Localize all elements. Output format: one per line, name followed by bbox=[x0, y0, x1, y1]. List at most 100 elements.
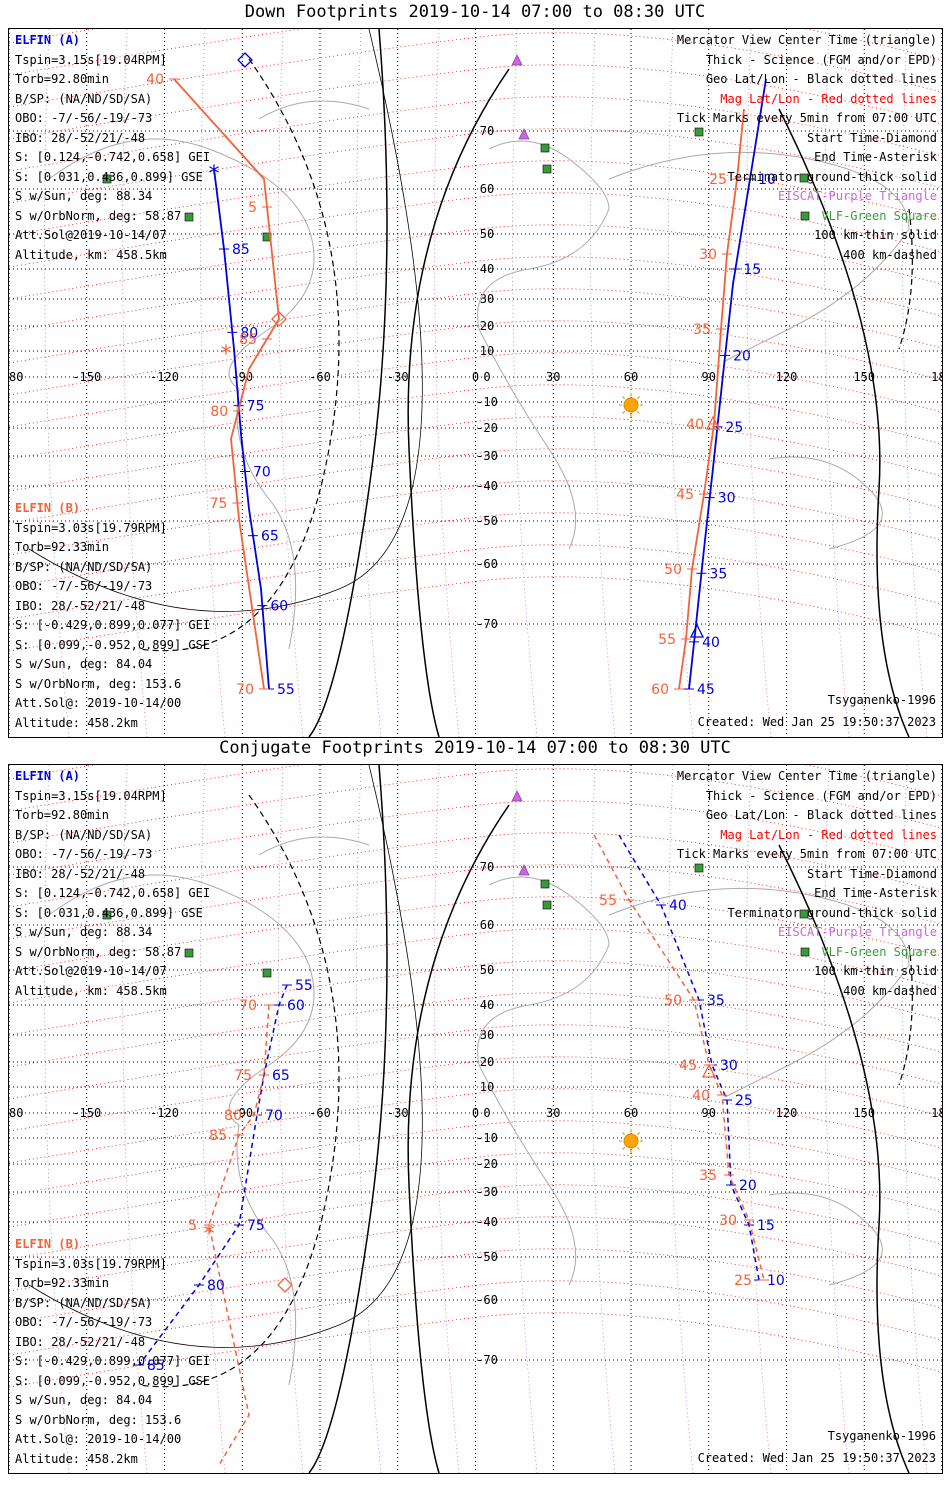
lat-tick-label: 70 bbox=[480, 124, 494, 138]
elfin-b-line: S: [0.099,-0.952,0.899] GSE bbox=[15, 637, 211, 652]
track-time-label: 85 bbox=[209, 1128, 227, 1144]
elfin-b-line: S w/Sun, deg: 84.04 bbox=[15, 657, 153, 671]
track-time-label: 55 bbox=[295, 978, 313, 994]
elfin-a-line: OBO: -7/-56/-19/-73 bbox=[15, 111, 153, 125]
lat-tick-label: 60 bbox=[480, 918, 494, 932]
lat-tick-label: -10 bbox=[476, 395, 498, 409]
elfin-a-line: Altitude, km: 458.5km bbox=[15, 983, 167, 998]
vlf-square-icon bbox=[184, 212, 194, 222]
mag-meridian bbox=[512, 29, 538, 737]
mag-meridian bbox=[434, 29, 460, 737]
lat-tick-label: 10 bbox=[480, 344, 494, 358]
elfin-b-line: S: [-0.429,0.899,0.077] GEI bbox=[15, 618, 211, 632]
vlf-square-icon bbox=[800, 211, 810, 221]
track-time-label: 25 bbox=[709, 172, 727, 188]
track-time-label: 45 bbox=[697, 682, 715, 698]
sun-icon bbox=[623, 1133, 639, 1149]
model-label: Tsyganenko-1996 bbox=[827, 693, 936, 707]
end-asterisk-icon: * bbox=[202, 1222, 215, 1247]
lat-tick-label: 0 bbox=[483, 1106, 490, 1120]
track-time-label: 70 bbox=[265, 1108, 283, 1124]
start-diamond-icon bbox=[237, 52, 253, 68]
track-time-label: 15 bbox=[757, 1218, 775, 1234]
mag-meridian bbox=[668, 765, 694, 1473]
sun-ray bbox=[637, 411, 640, 414]
sun-ray bbox=[622, 411, 625, 414]
mag-parallel bbox=[9, 480, 942, 556]
mag-parallel bbox=[9, 416, 942, 492]
elfin-a-header: ELFIN (A) bbox=[15, 33, 81, 47]
tracks-conj: 4035302520151055606570758085555045403530… bbox=[134, 834, 785, 1466]
created-label: Created: Wed Jan 25 19:50:37 2023 bbox=[697, 1451, 936, 1465]
mag-parallel bbox=[9, 576, 942, 652]
mag-parallel bbox=[9, 1056, 942, 1132]
mag-parallel bbox=[9, 960, 942, 1036]
center-triangle-icon bbox=[701, 1063, 717, 1078]
lon-tick-label: 120 bbox=[776, 1106, 798, 1120]
coastline bbox=[608, 887, 910, 1098]
eiscat-triangle-icon bbox=[511, 54, 523, 66]
lon-tick-label: -180 bbox=[9, 370, 23, 384]
track-time-label: 85 bbox=[147, 1358, 165, 1374]
legend-item: 100 km-thin solid bbox=[814, 964, 937, 978]
lat-tick-label: -40 bbox=[476, 479, 498, 493]
coastline bbox=[768, 456, 883, 550]
mag-parallel bbox=[9, 765, 942, 812]
mag-meridian bbox=[434, 765, 460, 1473]
lat-tick-label: 0 bbox=[483, 370, 490, 384]
track-time-label: 45 bbox=[676, 487, 694, 503]
elfin-b-line: Att.Sol@: 2019-10-14/00 bbox=[15, 696, 182, 710]
lon-tick-label: -60 bbox=[309, 370, 331, 384]
created-label: Created: Wed Jan 25 19:50:37 2023 bbox=[697, 715, 936, 729]
legend-item: Geo Lat/Lon - Black dotted lines bbox=[705, 72, 937, 86]
mag-parallel bbox=[9, 1312, 942, 1388]
elfin-b-header: ELFIN (B) bbox=[15, 1237, 81, 1251]
legend-item: End Time-Asterisk bbox=[814, 886, 937, 900]
track-time-label: 60 bbox=[270, 599, 288, 615]
elfin-a-line: IBO: 28/-52/21/-48 bbox=[15, 130, 146, 145]
legend-item: EISCAT-Purple Triangle bbox=[778, 925, 937, 939]
terminator-line bbox=[308, 29, 388, 737]
footprint-400km bbox=[138, 58, 340, 652]
mag-parallel bbox=[9, 864, 942, 940]
vlf-square-icon bbox=[540, 143, 550, 153]
map-features bbox=[28, 29, 913, 737]
mag-parallel bbox=[9, 544, 942, 620]
track-time-label: 55 bbox=[658, 632, 676, 648]
mag-parallel bbox=[9, 384, 942, 460]
track-time-label: 75 bbox=[247, 399, 265, 415]
vlf-square-icon bbox=[102, 910, 112, 920]
terminator-line bbox=[407, 804, 510, 1473]
track-time-label: 10 bbox=[758, 172, 776, 188]
coastline bbox=[48, 874, 315, 1386]
vlf-square-icon bbox=[542, 164, 552, 174]
lat-tick-label: 30 bbox=[480, 292, 494, 306]
conjugate-footprints-panel: Conjugate Footprints 2019-10-14 07:00 to… bbox=[0, 736, 950, 1481]
track-time-label: 25 bbox=[735, 1093, 753, 1109]
track-time-label: 80 bbox=[224, 1108, 242, 1124]
lat-tick-label: -60 bbox=[476, 557, 498, 571]
elfin-b-info: ELFIN (B) Tspin=3.03s[19.79RPM] Torb=92.… bbox=[15, 499, 210, 733]
map-ticks: -180-150-120-90-60-300306090120150180706… bbox=[9, 860, 942, 1367]
legend-item: Terminator ground-thick solid bbox=[727, 905, 937, 920]
lat-tick-label: -70 bbox=[476, 617, 498, 631]
coastline bbox=[48, 138, 315, 650]
map-canvas: -180-150-120-90-60-300306090120150180706… bbox=[9, 29, 942, 737]
lat-tick-label: -50 bbox=[476, 514, 498, 528]
elfin-b-line: B/SP: (NA/ND/SD/SA) bbox=[15, 559, 153, 574]
mag-meridian bbox=[44, 765, 70, 1473]
tracks-down: 1015202530354045858075706560552530354045… bbox=[146, 52, 776, 698]
legend-item: Thick - Science (FGM and/or EPD) bbox=[705, 52, 937, 67]
track-time-label: 55 bbox=[599, 893, 617, 909]
lon-tick-label: 120 bbox=[776, 370, 798, 384]
lon-tick-label: 0 bbox=[472, 1106, 479, 1120]
mag-meridian bbox=[902, 29, 928, 737]
legend-item: VLF-Green Square bbox=[821, 208, 937, 223]
legend-item: End Time-Asterisk bbox=[814, 150, 937, 164]
track-time-label: 40 bbox=[669, 898, 687, 914]
center-triangle-icon bbox=[705, 415, 721, 430]
mag-meridian bbox=[278, 29, 304, 737]
mag-parallel bbox=[9, 800, 942, 876]
coastline bbox=[258, 836, 370, 856]
lat-tick-label: -60 bbox=[476, 1293, 498, 1307]
